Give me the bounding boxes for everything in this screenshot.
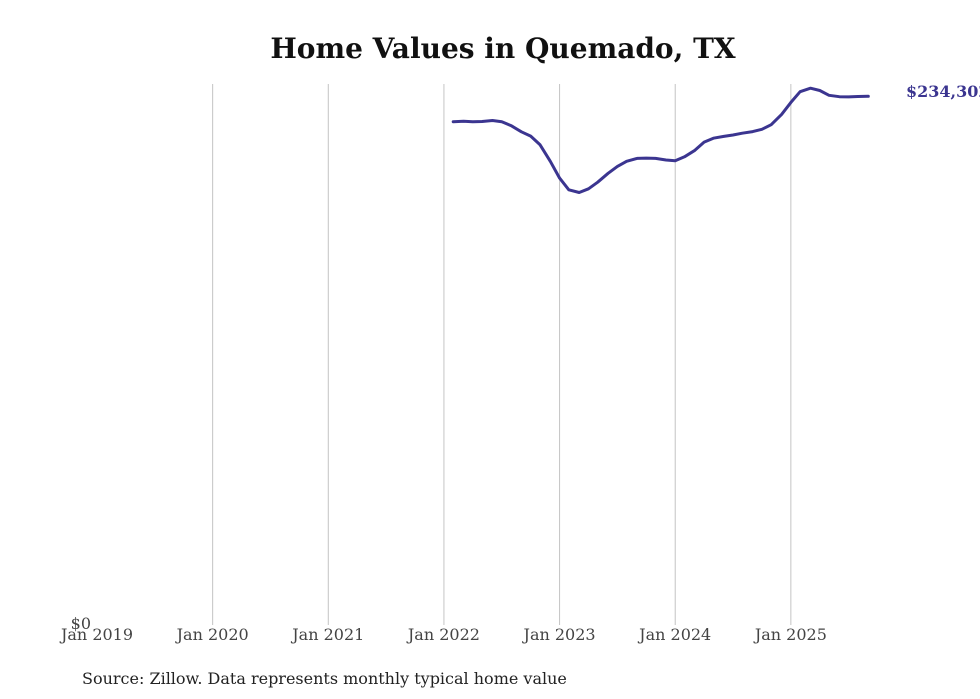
x-tick-label: Jan 2025 xyxy=(753,625,827,644)
series-line xyxy=(451,86,870,194)
y-tick-label-0: $0 xyxy=(71,614,91,633)
x-tick-label: Jan 2020 xyxy=(175,625,249,644)
x-tick-label: Jan 2024 xyxy=(637,625,711,644)
grid-lines xyxy=(212,84,792,625)
source-note: Source: Zillow. Data represents monthly … xyxy=(82,669,567,688)
x-axis-ticks: Jan 2019 Jan 2020 Jan 2021 Jan 2022 Jan 2023… xyxy=(59,625,827,644)
x-tick-label: Jan 2019 xyxy=(59,625,133,644)
chart-title: Home Values in Quemado, TX xyxy=(270,32,736,65)
end-value-label: $234,302 xyxy=(906,82,980,101)
x-tick-label: Jan 2022 xyxy=(406,625,480,644)
x-tick-label: Jan 2023 xyxy=(522,625,596,644)
x-tick-label: Jan 2021 xyxy=(290,625,364,644)
